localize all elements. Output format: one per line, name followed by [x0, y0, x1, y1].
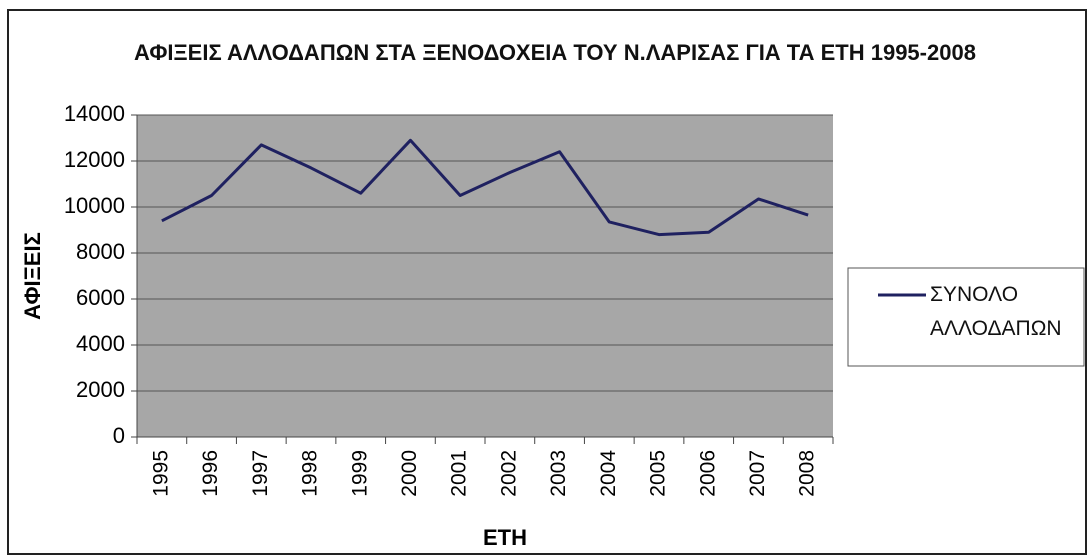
y-tick-label: 14000 [64, 101, 125, 126]
chart-title: ΑΦΙΞΕΙΣ ΑΛΛΟΔΑΠΩΝ ΣΤΑ ΞΕΝΟΔΟΧΕΙΑ ΤΟΥ Ν.Λ… [134, 40, 976, 65]
y-tick-label: 10000 [64, 193, 125, 218]
x-tick-label: 2006 [696, 450, 719, 497]
data-line [161, 138, 809, 237]
x-tick-label: 1998 [299, 450, 322, 497]
x-tick-label: 2008 [796, 450, 819, 497]
x-tick-label: 2007 [746, 450, 769, 497]
x-tick-label: 1996 [199, 450, 222, 497]
x-tick-label: 2003 [547, 450, 570, 497]
x-tick-label: 1999 [348, 450, 371, 497]
y-tick-label: 0 [113, 423, 125, 448]
x-tick-label: 2000 [398, 450, 421, 497]
x-tick-label: 2004 [597, 450, 620, 497]
y-tick-label: 8000 [76, 239, 125, 264]
y-tick-label: 12000 [64, 147, 125, 172]
y-tick-label: 2000 [76, 377, 125, 402]
x-tick-label: 2002 [497, 450, 520, 497]
x-tick-label: 2001 [448, 450, 471, 497]
legend-label: ΣΥΝΟΛΟ ΑΛΛΟΔΑΠΩΝ [930, 283, 1062, 340]
x-tick-label: 1997 [249, 450, 272, 497]
x-tick-label: 2005 [647, 450, 670, 497]
x-tick-label: 1995 [149, 450, 172, 497]
x-axis-label: ΕΤΗ [483, 525, 527, 550]
legend-box [847, 267, 1085, 367]
plot-area [137, 115, 833, 437]
y-tick-label: 4000 [76, 331, 125, 356]
y-tick-label: 6000 [76, 285, 125, 310]
y-axis-label: ΑΦΙΞΕΙΣ [20, 232, 45, 320]
